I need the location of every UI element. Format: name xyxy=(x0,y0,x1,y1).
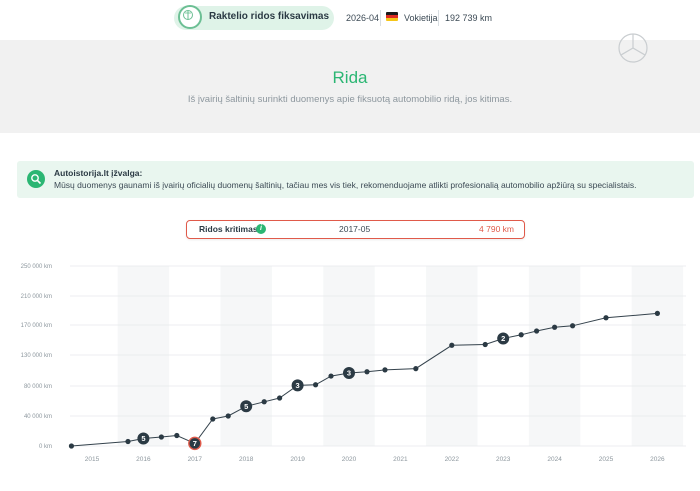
x-tick-label: 2018 xyxy=(239,456,254,463)
data-point xyxy=(158,434,164,440)
data-point-badge xyxy=(497,332,510,345)
x-tick-label: 2019 xyxy=(290,456,305,463)
year-band xyxy=(323,266,375,446)
key-icon xyxy=(178,5,202,29)
data-point-badge xyxy=(240,400,253,413)
divider xyxy=(380,10,381,26)
data-point xyxy=(518,332,524,338)
data-point-badge xyxy=(343,366,355,379)
record-mileage: 192 739 km xyxy=(445,13,493,23)
data-point xyxy=(225,413,231,419)
mercedes-logo-icon xyxy=(618,33,648,63)
year-band xyxy=(528,266,581,446)
x-tick-label: 2016 xyxy=(136,456,151,463)
rollback-banner[interactable]: Ridos kritimas i 2017-05 4 790 km xyxy=(186,220,525,239)
rollback-label: Ridos kritimas xyxy=(199,224,258,234)
x-tick-label: 2020 xyxy=(342,456,357,463)
data-point-badge xyxy=(291,379,304,392)
info-icon[interactable]: i xyxy=(256,224,266,234)
record-date: 2026-04 xyxy=(346,13,380,23)
mileage-chart: 0 km 40 000 km 80 000 km 130 000 km 170 000 … xyxy=(21,264,686,463)
x-tick-label: 2025 xyxy=(599,456,614,463)
section-hero: Rida Iš įvairių šaltinių surinkti duomen… xyxy=(0,40,700,133)
year-band xyxy=(426,266,478,446)
data-point-badge xyxy=(137,432,150,445)
record-type-label: Raktelio ridos fiksavimas xyxy=(209,11,330,22)
y-tick-label: 80 000 km xyxy=(24,384,52,390)
data-point xyxy=(68,443,75,449)
y-tick-label: 130 000 km xyxy=(21,353,52,359)
record-type-pill[interactable]: Raktelio ridos fiksavimas xyxy=(174,5,334,30)
top-bar: Raktelio ridos fiksavimas 2026-04 Vokiet… xyxy=(0,0,700,40)
data-point-count-label: 7 xyxy=(193,439,197,448)
x-tick-label: 2021 xyxy=(393,456,408,463)
germany-flag-icon xyxy=(386,12,398,21)
data-point xyxy=(382,367,388,373)
data-point xyxy=(364,369,370,375)
x-tick-label: 2026 xyxy=(650,456,665,463)
x-tick-label: 2022 xyxy=(445,456,460,463)
insight-title: Autoistorija.lt įžvalga: xyxy=(54,168,143,178)
insight-box: Autoistorija.lt įžvalga: Mūsų duomenys g… xyxy=(17,161,694,198)
data-point xyxy=(569,323,576,329)
y-tick-label: 40 000 km xyxy=(24,414,52,420)
x-tick-label: 2024 xyxy=(547,456,562,463)
data-point-count-label: 2 xyxy=(501,334,505,343)
data-point-count-label: 3 xyxy=(347,369,351,378)
data-point xyxy=(603,315,609,321)
section-title: Rida xyxy=(332,68,368,87)
data-point-count-label: 5 xyxy=(141,434,145,443)
year-band xyxy=(631,266,684,446)
rollback-value: 4 790 km xyxy=(479,224,514,234)
y-tick-label: 170 000 km xyxy=(21,323,52,329)
data-point xyxy=(125,438,131,445)
record-country: Vokietija xyxy=(404,13,438,23)
y-tick-label: 210 000 km xyxy=(21,294,52,300)
data-point xyxy=(413,366,419,372)
year-band xyxy=(117,266,170,446)
y-tick-label: 0 km xyxy=(39,444,52,450)
data-point xyxy=(312,382,319,388)
data-point-count-label: 3 xyxy=(296,381,300,390)
data-point xyxy=(482,341,488,348)
data-point xyxy=(654,310,661,316)
rollback-point xyxy=(188,436,202,451)
data-point xyxy=(552,324,558,330)
data-point xyxy=(277,395,283,401)
data-point xyxy=(449,342,455,348)
data-point xyxy=(328,373,334,379)
x-tick-label: 2015 xyxy=(85,456,100,463)
data-point-count-label: 5 xyxy=(244,402,248,411)
y-tick-label: 250 000 km xyxy=(21,264,52,270)
section-subtitle: Iš įvairių šaltinių surinkti duomenys ap… xyxy=(187,94,513,105)
x-tick-label: 2023 xyxy=(496,456,511,463)
rollback-date: 2017-05 xyxy=(339,224,371,234)
search-icon xyxy=(27,170,45,188)
insight-text: Mūsų duomenys gaunami iš įvairių oficial… xyxy=(54,180,637,190)
data-point xyxy=(210,416,216,422)
data-point xyxy=(174,432,180,439)
data-point xyxy=(534,328,540,334)
year-band xyxy=(220,266,272,446)
x-tick-label: 2017 xyxy=(188,456,203,463)
divider xyxy=(438,10,439,26)
data-point xyxy=(261,399,267,405)
